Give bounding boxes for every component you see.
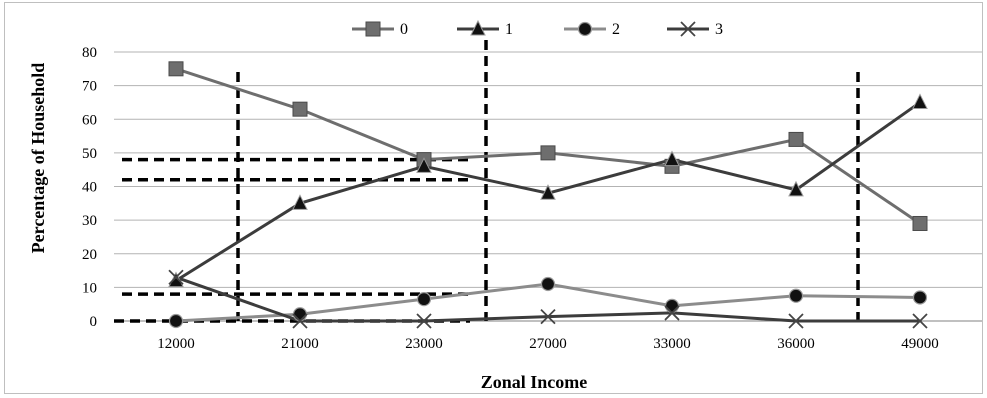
legend-label: 2 bbox=[612, 21, 620, 38]
x-marker-stroke bbox=[680, 21, 696, 37]
y-tick-label: 80 bbox=[82, 45, 97, 61]
legend-label: 3 bbox=[715, 21, 723, 38]
data-point-series-2 bbox=[292, 307, 308, 322]
square-marker bbox=[292, 101, 308, 117]
legend-marker bbox=[365, 21, 381, 37]
legend: 0 1 2 3 bbox=[352, 19, 723, 38]
data-point-series-2 bbox=[664, 298, 680, 313]
chart-frame bbox=[4, 2, 983, 394]
y-tick-label: 70 bbox=[82, 79, 97, 95]
data-point-series-1 bbox=[788, 180, 804, 197]
y-tick-label: 30 bbox=[82, 213, 97, 229]
data-point-series-1 bbox=[540, 184, 556, 200]
y-tick-label: 40 bbox=[82, 180, 97, 196]
circle-marker bbox=[912, 290, 928, 305]
data-point-series-1 bbox=[664, 150, 680, 167]
x-tick-label: 12000 bbox=[157, 336, 195, 352]
data-point-series-2 bbox=[168, 313, 184, 329]
legend-marker bbox=[577, 21, 593, 37]
x-marker-stroke bbox=[912, 313, 928, 329]
x-axis-title: Zonal Income bbox=[481, 372, 588, 392]
data-point-series-2 bbox=[540, 276, 556, 292]
x-marker-stroke bbox=[664, 305, 680, 321]
x-marker-stroke bbox=[540, 308, 556, 325]
data-point-series-2 bbox=[912, 290, 928, 305]
triangle-marker bbox=[664, 150, 680, 167]
square-marker bbox=[540, 145, 556, 161]
data-point-series-0 bbox=[912, 215, 928, 231]
data-point-series-1 bbox=[912, 93, 928, 109]
data-point-series-3 bbox=[788, 313, 804, 329]
x-marker-stroke bbox=[788, 313, 804, 329]
circle-marker bbox=[292, 307, 308, 322]
triangle-marker bbox=[470, 19, 486, 36]
data-point-series-1 bbox=[416, 157, 432, 173]
triangle-marker bbox=[912, 93, 928, 109]
circle-marker bbox=[168, 313, 184, 329]
circle-marker bbox=[788, 288, 804, 303]
legend-marker bbox=[680, 21, 696, 37]
circle-marker bbox=[416, 292, 432, 307]
circle-marker bbox=[664, 298, 680, 313]
data-point-series-3 bbox=[912, 313, 928, 329]
x-axis-ticks: 12000 21000 23000 27000 33000 36000 49000 bbox=[157, 336, 939, 352]
y-tick-label: 10 bbox=[82, 280, 97, 296]
legend-label: 1 bbox=[505, 21, 513, 38]
data-point-series-1 bbox=[292, 194, 308, 210]
y-axis-title: Percentage of Household bbox=[28, 63, 48, 254]
data-point-series-3 bbox=[416, 313, 432, 329]
data-point-series-2 bbox=[416, 292, 432, 307]
triangle-marker bbox=[788, 180, 804, 197]
data-point-series-0 bbox=[540, 145, 556, 161]
data-point-series-0 bbox=[788, 131, 804, 147]
data-point-series-3 bbox=[540, 308, 556, 325]
x-tick-label: 33000 bbox=[653, 336, 691, 352]
x-tick-label: 23000 bbox=[405, 336, 443, 352]
x-tick-label: 36000 bbox=[777, 336, 815, 352]
square-marker bbox=[788, 131, 804, 147]
legend-label: 0 bbox=[400, 21, 408, 38]
data-point-series-3 bbox=[664, 305, 680, 321]
square-marker bbox=[168, 61, 184, 77]
x-marker-stroke bbox=[416, 313, 432, 329]
y-tick-label: 60 bbox=[82, 112, 97, 128]
data-point-series-3 bbox=[292, 313, 308, 329]
circle-marker bbox=[540, 276, 556, 292]
x-tick-label: 21000 bbox=[281, 336, 319, 352]
x-marker-stroke bbox=[292, 313, 308, 329]
data-point-series-0 bbox=[168, 61, 184, 77]
data-point-series-0 bbox=[292, 101, 308, 117]
y-tick-label: 0 bbox=[90, 314, 98, 330]
data-point-series-2 bbox=[788, 288, 804, 303]
triangle-marker bbox=[416, 157, 432, 173]
y-tick-label: 50 bbox=[82, 146, 97, 162]
x-marker-stroke bbox=[168, 269, 184, 285]
legend-marker bbox=[470, 19, 486, 36]
square-marker bbox=[365, 21, 381, 37]
series-markers bbox=[168, 61, 928, 329]
y-tick-label: 20 bbox=[82, 247, 97, 263]
x-tick-label: 49000 bbox=[901, 336, 939, 352]
square-marker bbox=[912, 215, 928, 231]
triangle-marker bbox=[292, 194, 308, 210]
triangle-marker bbox=[540, 184, 556, 200]
y-axis-ticks: 0 10 20 30 40 50 60 70 80 bbox=[82, 45, 97, 330]
x-tick-label: 27000 bbox=[529, 336, 567, 352]
circle-marker bbox=[577, 21, 593, 37]
data-point-series-3 bbox=[168, 269, 184, 285]
